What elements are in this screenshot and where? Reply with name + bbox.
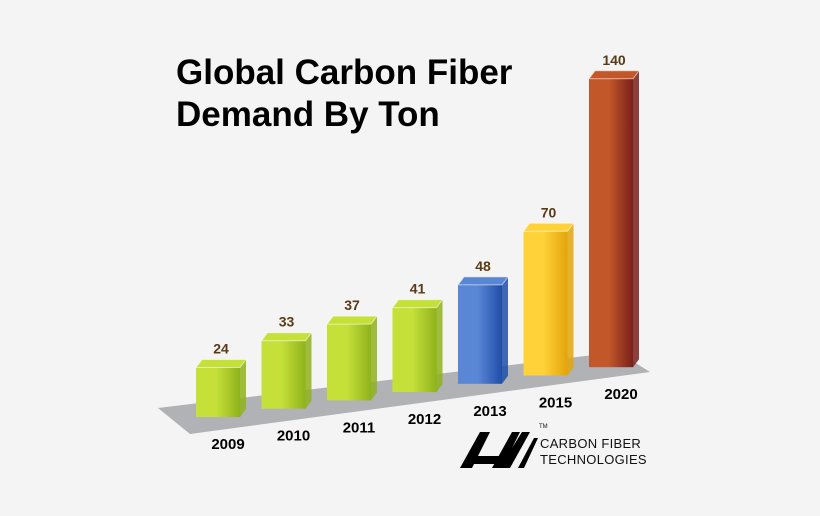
bar-front <box>327 324 371 401</box>
data-label-2013: 48 <box>475 258 491 274</box>
bar-top <box>457 276 509 286</box>
bar-2012 <box>391 299 444 393</box>
bar-side <box>305 332 312 409</box>
logo-text: CARBON FIBER TECHNOLOGIES <box>540 436 647 468</box>
bar-front <box>589 78 633 368</box>
bar-2020 <box>588 70 640 368</box>
data-label-2020: 140 <box>602 52 626 68</box>
bar-side <box>436 299 443 393</box>
bar-top <box>260 332 313 342</box>
data-label-2015: 70 <box>541 204 557 220</box>
chart-title: Global Carbon Fiber Demand By Ton <box>176 52 512 136</box>
data-label-2012: 41 <box>410 281 426 297</box>
bar-2015 <box>522 222 575 376</box>
data-label-2011: 37 <box>344 297 360 313</box>
bar-front <box>261 340 306 409</box>
tick-label-2020: 2020 <box>604 386 637 403</box>
logo-text-line-1: CARBON FIBER <box>540 436 642 451</box>
bar-side <box>633 70 639 368</box>
bar-top <box>391 299 444 309</box>
logo-text-line-2: TECHNOLOGIES <box>540 452 647 467</box>
bar-front <box>458 284 502 384</box>
bar-top <box>588 70 640 80</box>
tick-label-2010: 2010 <box>277 428 310 445</box>
tick-label-2015: 2015 <box>539 395 572 412</box>
bar-front <box>523 231 568 376</box>
bar-side <box>567 223 574 376</box>
bar-2010 <box>260 332 313 409</box>
bar-2013 <box>457 276 509 384</box>
bar-2009 <box>195 359 247 417</box>
bar-front <box>196 367 240 417</box>
chart-title-line-1: Global Carbon Fiber <box>176 53 513 92</box>
tick-label-2013: 2013 <box>473 403 506 420</box>
data-label-2009: 24 <box>213 341 229 357</box>
tick-label-2012: 2012 <box>408 411 441 428</box>
bar-side <box>240 359 246 417</box>
tick-label-2011: 2011 <box>343 419 376 436</box>
data-label-2010: 33 <box>279 314 295 330</box>
bar-2011 <box>326 315 378 401</box>
bar-top <box>195 359 247 369</box>
bar-side <box>502 276 508 384</box>
bar-front <box>392 307 437 393</box>
tick-label-2009: 2009 <box>211 436 244 453</box>
logo-trademark: TM <box>539 424 548 430</box>
bar-top <box>522 222 575 232</box>
company-logo: TM CARBON FIBER TECHNOLOGIES <box>458 418 658 478</box>
bar-side <box>371 316 377 401</box>
bar-top <box>326 315 378 325</box>
chart-title-line-2: Demand By Ton <box>176 95 440 134</box>
lm-logo-icon <box>460 432 538 468</box>
